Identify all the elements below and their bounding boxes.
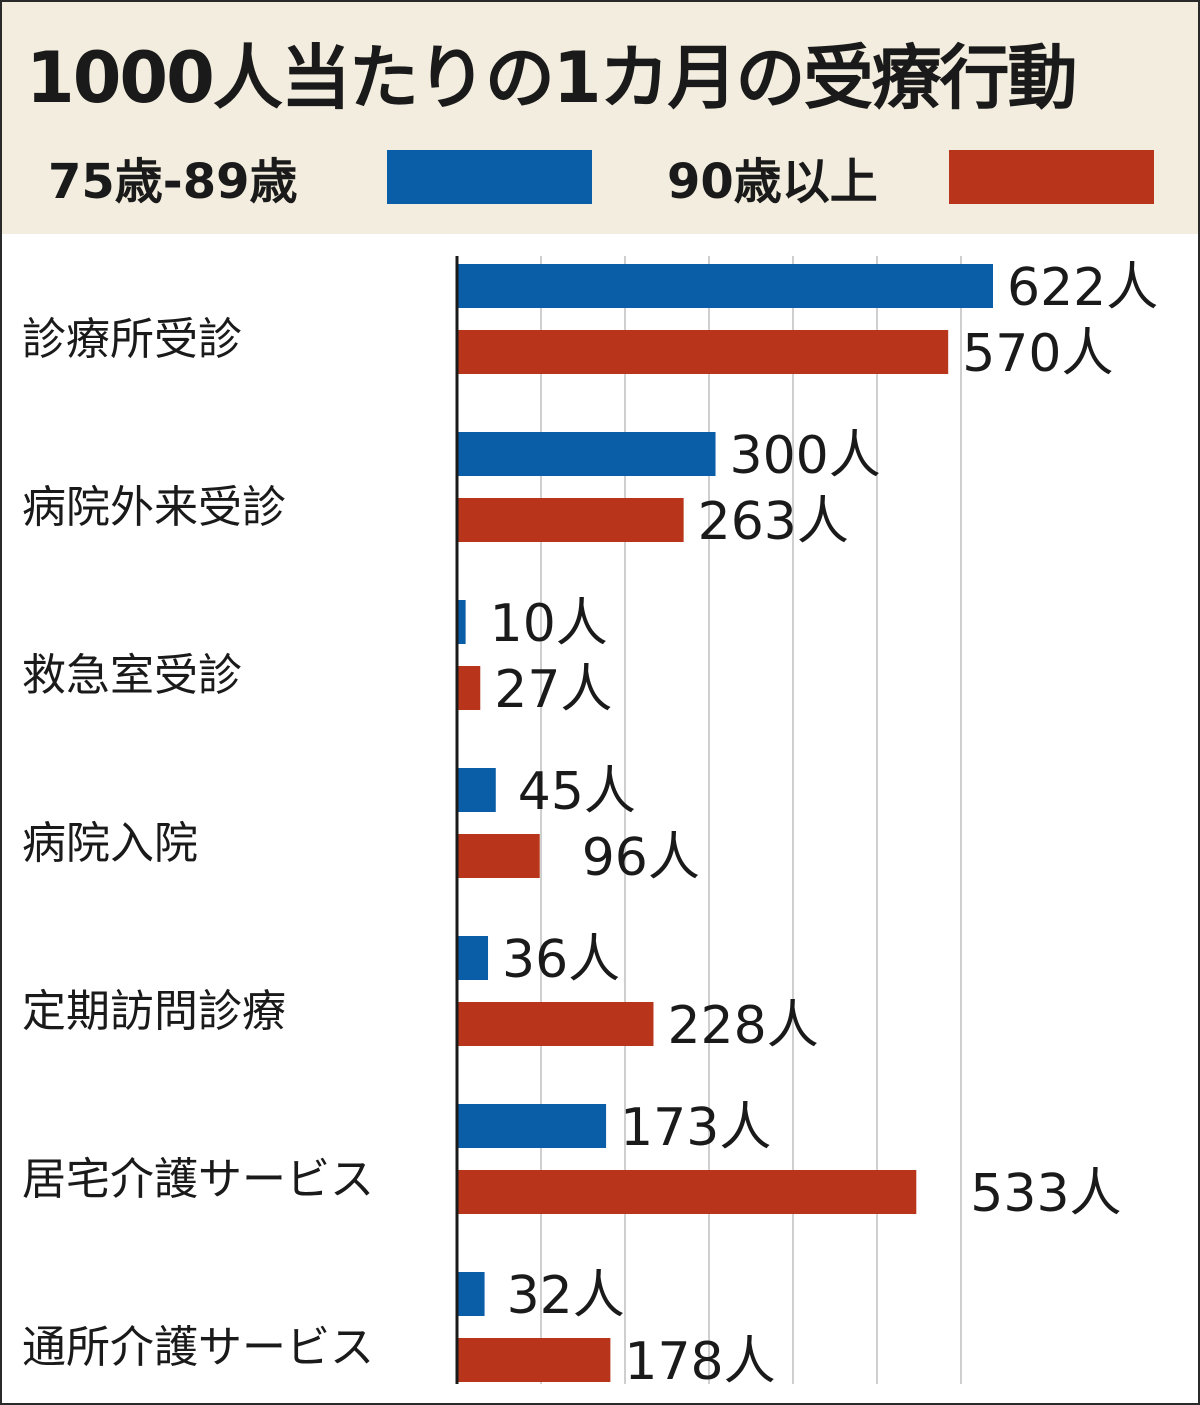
bar-90-plus (457, 1170, 917, 1214)
legend-label-75-89: 75歳-89歳 (48, 154, 298, 210)
data-label: 622人 (1007, 258, 1158, 318)
data-label: 300人 (730, 426, 881, 486)
chart-title: 1000人当たりの1カ月の受療行動 (26, 37, 1078, 119)
legend-swatch-75-89 (387, 150, 592, 204)
data-label: 263人 (698, 492, 849, 552)
data-label: 32人 (507, 1266, 625, 1326)
data-label: 27人 (494, 660, 612, 720)
legend-swatch-90-plus (949, 150, 1154, 204)
category-label: 病院入院 (22, 818, 198, 869)
category-label: 病院外来受診 (22, 482, 286, 533)
bar-90-plus (457, 498, 684, 542)
category-label: 診療所受診 (22, 314, 242, 365)
bar-75-89 (457, 264, 993, 308)
category-label: 通所介護サービス (22, 1322, 374, 1373)
chart-header: 1000人当たりの1カ月の受療行動 75歳-89歳 90歳以上 (2, 2, 1198, 234)
legend-label-90-plus: 90歳以上 (667, 154, 878, 210)
bar-90-plus (457, 666, 481, 710)
bar-75-89 (457, 768, 496, 812)
bar-75-89 (457, 600, 466, 644)
bar-75-89 (457, 1272, 485, 1316)
data-label: 36人 (502, 930, 620, 990)
data-label: 173人 (620, 1098, 771, 1158)
data-label: 178人 (624, 1332, 775, 1392)
category-label: 居宅介護サービス (22, 1154, 374, 1205)
bar-75-89 (457, 432, 716, 476)
bar-90-plus (457, 1338, 611, 1382)
bar-75-89 (457, 936, 489, 980)
bar-75-89 (457, 1104, 607, 1148)
bar-90-plus (457, 1002, 654, 1046)
category-label: 救急室受診 (22, 650, 242, 701)
bar-90-plus (457, 834, 540, 878)
category-label: 定期訪問診療 (22, 986, 286, 1037)
data-label: 228人 (667, 996, 818, 1056)
data-label: 45人 (518, 762, 636, 822)
data-label: 570人 (962, 324, 1113, 384)
data-label: 533人 (970, 1164, 1121, 1224)
data-label: 10人 (490, 594, 608, 654)
bar-90-plus (457, 330, 949, 374)
data-label: 96人 (582, 828, 700, 888)
